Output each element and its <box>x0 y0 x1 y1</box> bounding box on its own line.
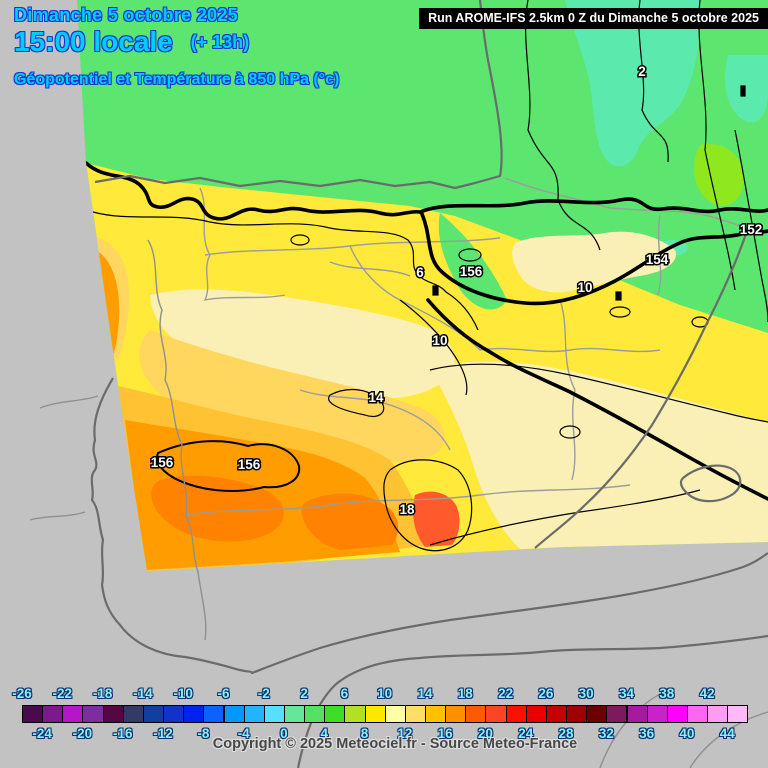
coastlines <box>90 0 768 768</box>
scale-box-9 <box>203 705 225 723</box>
scale-label-bottom-4: 4 <box>320 726 329 741</box>
scale-box-12 <box>263 705 285 723</box>
scale-label-top-14: 14 <box>417 686 433 701</box>
scale-box-31 <box>646 705 668 723</box>
scale-box-2 <box>62 705 84 723</box>
scale-label-bottom-20: 20 <box>477 726 493 741</box>
contour-label-152: 152 <box>740 222 763 237</box>
scale-label-top-42: 42 <box>699 686 715 701</box>
time-label: 15:00 locale <box>14 25 173 57</box>
scale-label-bottom--20: -20 <box>72 726 93 741</box>
scale-box-11 <box>243 705 265 723</box>
contour-labels: 2 152 154 156 6 10 10 14 156 156 18 <box>149 63 764 519</box>
scale-box-34 <box>707 705 729 723</box>
contour-label-156: 156 <box>238 457 261 472</box>
scale-label-top-38: 38 <box>659 686 675 701</box>
scale-box-14 <box>304 705 326 723</box>
contour-label-6: 6 <box>416 265 424 280</box>
scale-label-bottom-40: 40 <box>679 726 695 741</box>
scale-box-1 <box>42 705 64 723</box>
scale-box-3 <box>82 705 104 723</box>
contour-label-154: 154 <box>646 252 669 267</box>
scale-box-24 <box>505 705 527 723</box>
contour-label-14: 14 <box>368 390 384 405</box>
scale-box-22 <box>465 705 487 723</box>
scale-label-bottom-16: 16 <box>437 726 453 741</box>
scale-label-top-6: 6 <box>340 686 349 701</box>
forecast-offset-label: (+ 13h) <box>190 31 250 52</box>
scale-box-7 <box>163 705 185 723</box>
contour-label-18: 18 <box>399 502 415 517</box>
scale-label-bottom-8: 8 <box>360 726 369 741</box>
scale-label-top--22: -22 <box>52 686 73 701</box>
scale-label-top-34: 34 <box>618 686 635 701</box>
scale-box-29 <box>606 705 628 723</box>
scale-label-bottom--4: -4 <box>237 726 250 741</box>
scale-label-bottom-12: 12 <box>397 726 413 741</box>
scale-box-20 <box>425 705 447 723</box>
geopotential-156-loops <box>156 440 301 492</box>
scale-box-10 <box>223 705 245 723</box>
scale-label-top--14: -14 <box>133 686 153 701</box>
scale-box-33 <box>686 705 709 723</box>
contour-label-10: 10 <box>577 280 592 295</box>
scale-label-bottom-36: 36 <box>639 726 655 741</box>
scale-label-bottom--16: -16 <box>112 726 133 741</box>
scale-label-top-26: 26 <box>538 686 554 701</box>
scale-label-bottom-32: 32 <box>598 726 614 741</box>
scale-label-bottom-28: 28 <box>558 726 574 741</box>
contour-label-156: 156 <box>460 264 483 279</box>
temperature-contours <box>92 0 768 552</box>
scale-label-bottom-0: 0 <box>280 726 288 741</box>
contour-label-10: 10 <box>432 333 447 348</box>
scale-box-5 <box>122 705 144 723</box>
scale-box-13 <box>283 705 306 723</box>
scale-box-18 <box>384 705 406 723</box>
parameter-title: Géopotentiel et Température à 850 hPa (°… <box>14 71 340 89</box>
geopotential-contours <box>84 161 768 501</box>
scale-label-bottom-44: 44 <box>719 726 735 741</box>
scale-box-4 <box>102 705 124 723</box>
scale-label-top--26: -26 <box>12 686 32 701</box>
scale-label-top-30: 30 <box>578 686 594 701</box>
scale-box-32 <box>666 705 688 723</box>
contour-label-2: 2 <box>638 64 646 79</box>
scale-box-30 <box>626 705 648 723</box>
scale-label-top--18: -18 <box>92 686 113 701</box>
scale-label-top-22: 22 <box>498 686 514 701</box>
scale-label-bottom--8: -8 <box>197 726 210 741</box>
scale-label-top--10: -10 <box>173 686 193 701</box>
scale-label-bottom-24: 24 <box>518 726 534 741</box>
scale-box-35 <box>727 705 749 723</box>
scale-box-25 <box>525 705 547 723</box>
scale-box-27 <box>566 705 588 723</box>
scale-label-bottom--12: -12 <box>153 726 173 741</box>
scale-box-23 <box>485 705 507 723</box>
scale-label-top-2: 2 <box>300 686 308 701</box>
scale-box-15 <box>324 705 346 723</box>
copyright-notice: Copyright © 2025 Meteociel.fr - Source M… <box>212 736 578 752</box>
contour-label-156: 156 <box>151 455 174 470</box>
scale-label-top--6: -6 <box>217 686 230 701</box>
map-header: Dimanche 5 octobre 2025 15:00 locale (+ … <box>14 6 339 89</box>
scale-label-top-18: 18 <box>457 686 473 701</box>
scale-box-28 <box>586 705 608 723</box>
scale-box-17 <box>364 705 386 723</box>
scale-box-16 <box>344 705 366 723</box>
scale-label-bottom--24: -24 <box>32 726 52 741</box>
scale-box-8 <box>183 705 205 723</box>
date-label: Dimanche 5 octobre 2025 <box>14 5 238 25</box>
scale-box-0 <box>22 705 44 723</box>
scale-label-top-10: 10 <box>377 686 393 701</box>
scale-label-top--2: -2 <box>257 686 270 701</box>
scale-box-19 <box>404 705 426 723</box>
scale-box-6 <box>142 705 165 723</box>
scale-box-26 <box>545 705 568 723</box>
scale-box-21 <box>445 705 467 723</box>
model-run-banner: Run AROME-IFS 2.5km 0 Z du Dimanche 5 oc… <box>419 8 768 29</box>
